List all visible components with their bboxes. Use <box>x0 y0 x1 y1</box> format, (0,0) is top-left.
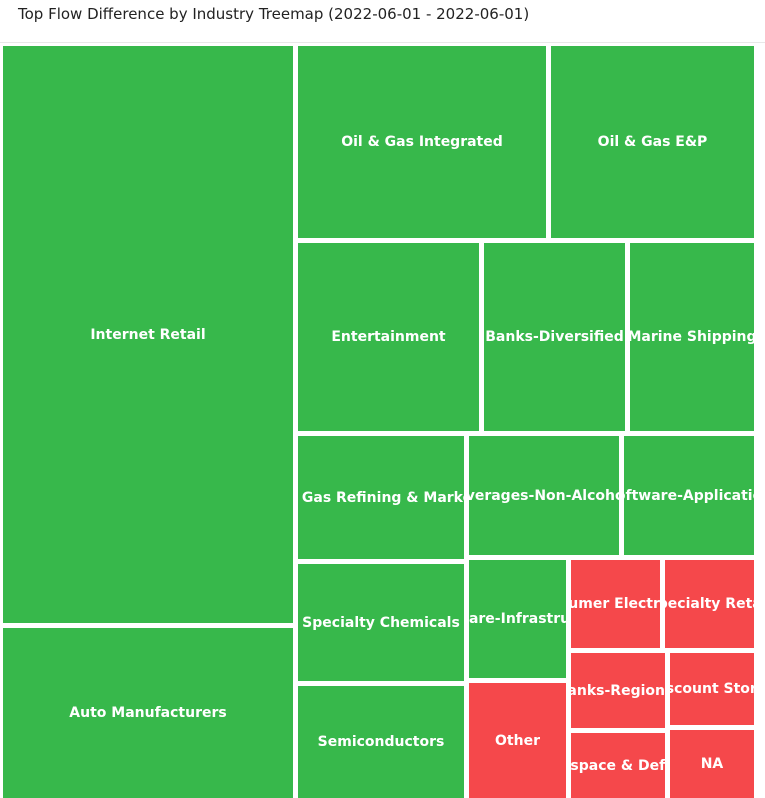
tile-specialty-chemicals[interactable]: Specialty Chemicals <box>298 564 464 681</box>
tile-label: Marine Shipping <box>630 329 754 345</box>
tile-entertainment[interactable]: Entertainment <box>298 243 479 431</box>
tile-semiconductors[interactable]: Semiconductors <box>298 686 464 798</box>
title-divider <box>0 42 765 43</box>
tile-label: Specialty Retail <box>665 596 754 612</box>
tile-label: Software-Infrastructure <box>469 611 566 627</box>
tile-specialty-retail[interactable]: Specialty Retail <box>665 560 754 648</box>
tile-label: Semiconductors <box>317 734 445 750</box>
tile-oil-and-gas-integrated[interactable]: Oil & Gas Integrated <box>298 46 546 238</box>
tile-consumer-electronics[interactable]: Consumer Electronics <box>571 560 660 648</box>
tile-other[interactable]: Other <box>469 683 566 798</box>
tile-software-application[interactable]: Software-Application <box>624 436 754 555</box>
tile-oil-and-gas-eandp[interactable]: Oil & Gas E&P <box>551 46 754 238</box>
tile-label: Other <box>495 732 540 749</box>
tile-label: Entertainment <box>331 329 446 345</box>
tile-banks-diversified[interactable]: Banks-Diversified <box>484 243 625 431</box>
tile-banks-regional[interactable]: Banks-Regional <box>571 653 665 728</box>
tile-label: Banks-Regional <box>571 682 665 699</box>
tile-auto-manufacturers[interactable]: Auto Manufacturers <box>3 628 293 798</box>
tile-label: Oil & Gas E&P <box>597 134 708 150</box>
tile-label: Specialty Chemicals <box>302 614 460 631</box>
tile-marine-shipping[interactable]: Marine Shipping <box>630 243 754 431</box>
treemap: Internet Retail Auto Manufacturers Oil & G… <box>0 44 765 798</box>
tile-label: Software-Application <box>624 487 754 504</box>
tile-label: Banks-Diversified <box>485 329 624 345</box>
tile-label: Oil & Gas Refining & Marketing <box>298 489 464 506</box>
tile-oil-and-gas-refining-and-marketing[interactable]: Oil & Gas Refining & Marketing <box>298 436 464 559</box>
tile-aerospace-and-defense[interactable]: Aerospace & Defense <box>571 733 665 798</box>
tile-label: Aerospace & Defense <box>571 757 665 774</box>
tile-label: Consumer Electronics <box>571 596 660 612</box>
tile-label: Internet Retail <box>90 326 206 343</box>
tile-na[interactable]: NA <box>670 730 754 798</box>
tile-beverages-non-alcoholic[interactable]: Beverages-Non-Alcoholic <box>469 436 619 555</box>
tile-label: Beverages-Non-Alcoholic <box>469 487 619 504</box>
tile-label: Oil & Gas Integrated <box>341 134 503 150</box>
tile-discount-stores[interactable]: Discount Stores <box>670 653 754 725</box>
tile-label: NA <box>700 756 724 772</box>
tile-internet-retail[interactable]: Internet Retail <box>3 46 293 623</box>
tile-software-infrastructure[interactable]: Software-Infrastructure <box>469 560 566 678</box>
chart-title: Top Flow Difference by Industry Treemap … <box>18 5 530 23</box>
tile-label: Discount Stores <box>670 681 754 697</box>
tile-label: Auto Manufacturers <box>69 705 227 721</box>
